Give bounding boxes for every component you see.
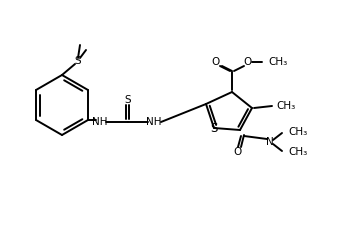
Text: NH: NH (146, 117, 162, 127)
Text: S: S (75, 56, 81, 66)
Text: CH₃: CH₃ (288, 147, 307, 157)
Text: CH₃: CH₃ (276, 101, 295, 111)
Text: S: S (210, 121, 218, 134)
Text: S: S (125, 95, 131, 105)
Text: O: O (244, 57, 252, 67)
Text: O: O (212, 57, 220, 67)
Text: NH: NH (92, 117, 108, 127)
Text: CH₃: CH₃ (288, 127, 307, 137)
Text: CH₃: CH₃ (268, 57, 287, 67)
Text: N: N (266, 137, 274, 147)
Text: O: O (233, 147, 241, 157)
